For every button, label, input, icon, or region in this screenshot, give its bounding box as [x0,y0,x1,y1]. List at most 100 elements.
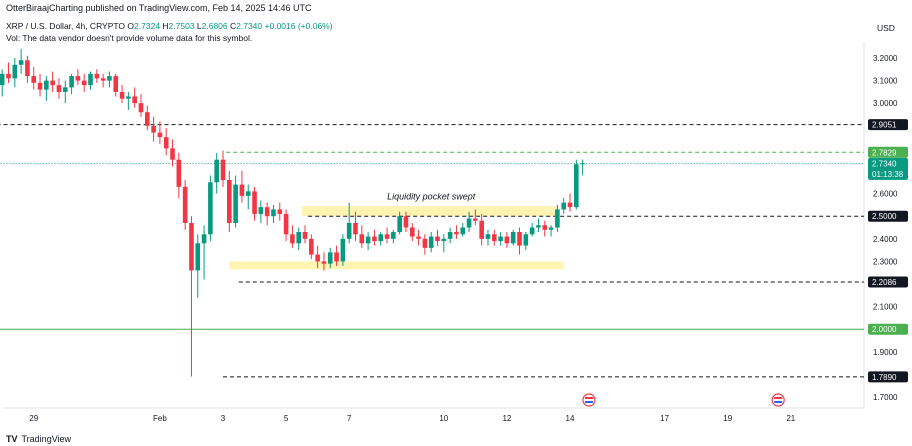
candle-body [252,191,257,214]
candle-body [365,236,371,244]
us-event-icon-stripe [584,397,593,399]
candle-body [580,163,585,165]
candle-body [18,60,24,65]
candle-body [346,222,352,239]
candle-body [321,261,327,264]
price-tag-1: 2.7829 [872,148,897,157]
candle-body [441,238,447,242]
candle-body [283,213,289,235]
y-tick-label: 2.4000 [873,235,898,244]
candle-body [233,184,238,223]
y-tick-label: 2.6000 [873,190,898,199]
candle-body [536,225,541,228]
liquidity-zone-0 [301,206,558,217]
price-tag-bg-1 [868,146,908,158]
candle-body [574,164,579,208]
candle-body [567,202,573,208]
candle-body [220,159,226,181]
price-tag-5: 2.0000 [872,325,897,334]
candle-body [447,232,453,239]
candle-body [397,216,402,233]
candle-body [12,64,18,79]
price-tag-bg-6 [868,371,908,383]
candle-body [290,234,295,244]
candle-body [119,91,125,99]
x-tick-label: 12 [502,414,511,423]
candle-body [0,73,5,86]
x-tick-label: 19 [723,414,732,423]
ohlc-key-h: H [160,21,169,31]
candle-body [416,236,421,239]
publisher-line: OtterBiraajCharting published on Trading… [6,3,312,13]
tradingview-logo-icon: TV [6,434,18,444]
candle-body [517,232,522,246]
candle-body [334,252,339,262]
candle-body [473,218,478,221]
y-tick-label: 3.0000 [873,99,898,108]
price-tag-bg-0 [868,119,908,131]
ohlc-value-l: 2.6806 [201,21,228,31]
candle-body [25,60,30,77]
y-tick-label: 3.2000 [873,54,898,63]
candle-body [107,76,112,81]
candle-body [555,209,560,228]
ohlc-value-h: 2.7503 [168,21,195,31]
us-event-icon[interactable] [582,393,596,407]
candle-body [81,80,87,86]
candle-body [466,218,472,228]
x-tick-label: 14 [566,414,575,423]
price-tag-0: 2.9051 [872,121,897,130]
x-tick-label: 7 [347,414,352,423]
ohlc-key-o: O [127,21,135,31]
candle-body [454,232,459,235]
candle-body [548,227,554,230]
candle-body [31,76,37,83]
candle-body [542,225,548,230]
candle-body [100,78,106,81]
candle-body [491,234,497,242]
candle-body [88,73,93,86]
candle-body [62,87,68,92]
candle-body [94,73,100,79]
candle-body [189,222,194,271]
candle-body [409,227,415,237]
candle-body [56,85,62,92]
candle-body [195,243,201,271]
candle-body [391,232,396,239]
symbol-legend: XRP / U.S. Dollar, 4h, CRYPTO O2.7324 H2… [6,21,333,31]
candle-body [485,234,491,239]
y-tick-label: 2.3000 [873,257,898,266]
candle-body [428,236,434,248]
currency-label[interactable]: USD [877,23,895,33]
x-tick-label: 10 [439,414,448,423]
tradingview-brand[interactable]: TV TradingView [6,434,71,444]
candle-body [435,236,440,242]
candle-body [422,238,428,248]
ohlc-key-c: C [227,21,237,31]
candle-body [176,159,182,187]
y-tick-label: 1.7000 [873,393,898,402]
candle-body [296,232,302,244]
candle-body [163,137,169,149]
candle-body [378,234,384,242]
y-tick-label: 3.1000 [873,77,898,86]
candle-body [6,73,11,79]
candle-body [201,234,207,244]
candle-body [510,232,516,244]
candle-body [126,96,131,99]
candle-body [132,96,137,104]
us-event-icon-stripe [774,401,783,403]
ohlc-value-o: 2.7324 [134,21,161,31]
ohlc-key-l: L [194,21,202,31]
candle-body [151,125,156,133]
price-tag-bg-2 [868,157,908,180]
x-tick-label: 3 [221,414,226,423]
countdown-label: 01:13:38 [872,170,904,179]
price-tag-6: 1.7890 [872,373,897,382]
candle-body [245,191,251,196]
candle-body [258,207,264,214]
candle-body [227,180,232,223]
us-event-icon[interactable] [771,393,785,407]
candle-body [50,80,55,86]
